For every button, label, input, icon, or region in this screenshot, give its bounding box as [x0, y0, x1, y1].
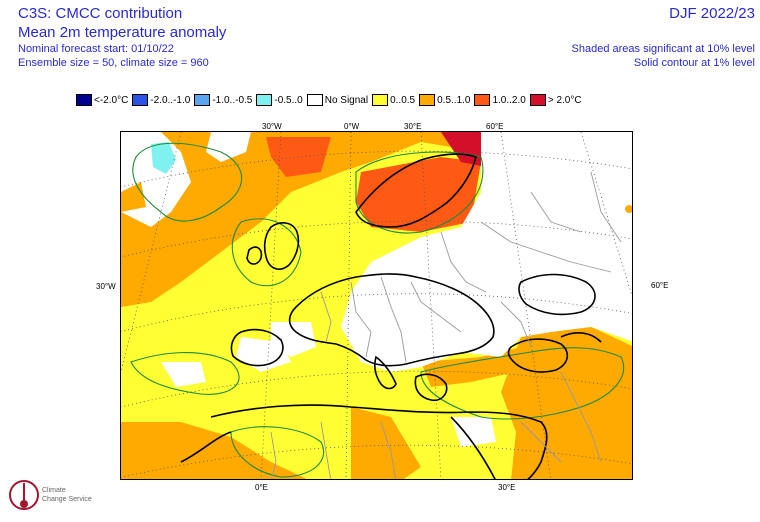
- legend-swatch: [529, 94, 546, 106]
- legend-item: 0..0.5: [372, 94, 415, 106]
- legend-item: -1.0..-0.5: [194, 94, 252, 106]
- legend-label: > 2.0°C: [547, 94, 582, 106]
- legend-item: 0.5..1.0: [419, 94, 470, 106]
- tick-bottom-30e: 30°E: [498, 483, 516, 492]
- darkred-kola: [441, 132, 491, 167]
- anomaly-map: [120, 131, 633, 480]
- orange-southwest: [121, 422, 307, 479]
- tick-left-30w: 30°W: [96, 282, 116, 291]
- shading-note: Shaded areas significant at 10% level: [571, 43, 755, 55]
- contour-note: Solid contour at 1% level: [633, 57, 755, 69]
- header-right: DJF 2022/23 Shaded areas significant at …: [572, 4, 755, 70]
- logo-text-1: Climate: [42, 487, 66, 494]
- legend-swatch: [194, 94, 211, 106]
- legend-label: <-2.0°C: [94, 94, 129, 106]
- white-continental-europe: [341, 132, 632, 372]
- white-north-sea: [206, 132, 251, 162]
- cyan-patch: [151, 142, 176, 174]
- climate-change-service-logo: Climate Change Service: [4, 473, 114, 517]
- orange-middle-east: [501, 322, 632, 479]
- logo-mark: Climate Change Service: [9, 480, 92, 510]
- legend-swatch: [256, 94, 273, 106]
- orange-sahara: [351, 407, 421, 479]
- orange-dot: [625, 205, 632, 213]
- white-atlantic: [161, 362, 206, 387]
- legend-item: > 2.0°C: [529, 94, 582, 106]
- tick-bottom-0e: 0°E: [255, 483, 268, 492]
- legend-item: 1.0..2.0: [474, 94, 526, 106]
- color-legend: <-2.0°C -2.0..-1.0 -1.0..-0.5 -0.5..0 No…: [76, 92, 586, 108]
- country-borders: [270, 171, 622, 479]
- legend-swatch: [474, 94, 491, 106]
- legend-label: 0..0.5: [390, 94, 416, 106]
- orange-black-sea: [421, 347, 521, 387]
- legend-swatch: [306, 94, 323, 106]
- legend-swatch: [76, 94, 92, 106]
- legend-label: -0.5..0: [274, 94, 303, 106]
- legend-item: <-2.0°C: [76, 94, 128, 106]
- tick-top-30w: 30°W: [262, 122, 282, 131]
- legend-item: No Signal: [306, 94, 369, 106]
- legend-label: -1.0..-0.5: [212, 94, 253, 106]
- tick-top-30e: 30°E: [404, 122, 422, 131]
- coastlines: [180, 153, 602, 479]
- legend-item: -2.0..-1.0: [132, 94, 190, 106]
- page-title: C3S: CMCC contribution: [18, 5, 183, 22]
- legend-label: -2.0..-1.0: [150, 94, 191, 106]
- spacer: [572, 23, 755, 42]
- tick-right-60e: 60°E: [651, 281, 669, 290]
- legend-label: 1.0..2.0: [492, 94, 526, 106]
- legend-swatch: [419, 94, 436, 106]
- red-scandinavia: [356, 157, 481, 232]
- legend-label: No Signal: [324, 94, 369, 106]
- page-subtitle: Mean 2m temperature anomaly: [18, 24, 227, 41]
- ensemble-size: Ensemble size = 50, climate size = 960: [18, 57, 209, 69]
- white-iberia: [236, 337, 291, 372]
- significance-contours: [130, 142, 625, 478]
- logo-text-2: Change Service: [42, 496, 92, 503]
- forecast-period: DJF 2022/23: [669, 5, 755, 22]
- graticule: [121, 132, 632, 479]
- orange-patch: [121, 182, 146, 212]
- legend-item: -0.5..0: [256, 94, 303, 106]
- tick-top-0w: 0°W: [344, 122, 360, 131]
- tick-top-60e: 60°E: [486, 122, 504, 131]
- header-left: C3S: CMCC contribution Mean 2m temperatu…: [18, 4, 226, 70]
- legend-swatch: [132, 94, 149, 106]
- legend-label: 0.5..1.0: [437, 94, 471, 106]
- map-canvas: [121, 132, 632, 479]
- forecast-start: Nominal forecast start: 01/10/22: [18, 43, 174, 55]
- legend-swatch: [372, 94, 389, 106]
- white-egypt: [451, 417, 496, 447]
